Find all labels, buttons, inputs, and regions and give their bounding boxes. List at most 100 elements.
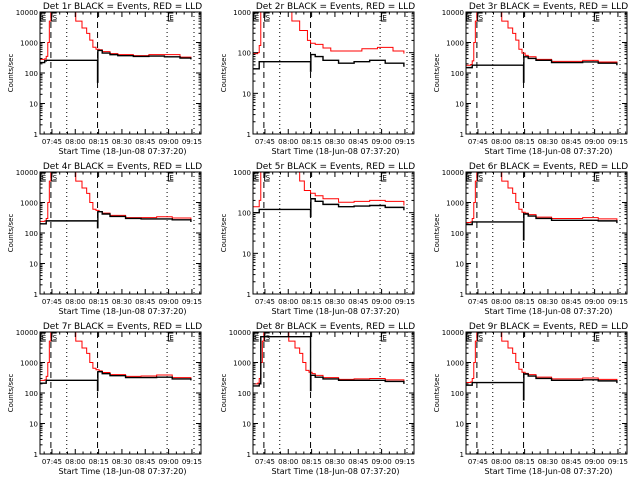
flag-marker: E — [167, 332, 174, 342]
flag-label: E — [169, 174, 173, 182]
y-tick-label: 10 — [29, 101, 38, 109]
series-line-events — [466, 213, 618, 241]
x-tick-label: 08:30 — [325, 298, 345, 306]
x-tick-label: 09:00 — [159, 138, 179, 146]
flag-marker: S — [477, 172, 484, 182]
x-tick-label: 07:45 — [42, 298, 62, 306]
x-tick-label: 08:45 — [135, 138, 155, 146]
x-tick-label: 08:30 — [538, 458, 558, 466]
chart-title: Det 2r BLACK = Events, RED = LLD — [256, 2, 415, 12]
x-tick-label: 07:45 — [42, 458, 62, 466]
series-line-lld — [466, 11, 618, 66]
series-line-events — [253, 336, 405, 392]
flag-marker: S — [51, 12, 58, 22]
y-tick-label: 10000 — [16, 169, 38, 177]
flag-label: S — [479, 174, 484, 182]
series-line-events — [466, 373, 618, 401]
series-line-lld — [40, 331, 192, 381]
detector-panel: Det 6r BLACK = Events, RED = LLD E S E 1 10 10… — [426, 160, 639, 320]
series-line-lld — [253, 171, 405, 208]
y-axis-label: Counts/sec — [220, 54, 228, 93]
flag-label: S — [266, 334, 271, 342]
x-tick-label: 09:15 — [395, 458, 415, 466]
x-tick-label: 09:15 — [182, 138, 202, 146]
chart-title: Det 4r BLACK = Events, RED = LLD — [43, 162, 202, 172]
flag-label: E — [42, 334, 46, 342]
y-tick-label: 1 — [460, 291, 464, 299]
plot-frame — [252, 171, 415, 295]
y-tick-label: 1 — [247, 131, 251, 139]
flag-label: E — [255, 334, 259, 342]
flag-marker: S — [264, 12, 271, 22]
flag-label: E — [169, 334, 173, 342]
flag-marker: E — [40, 12, 46, 22]
x-tick-label: 08:15 — [89, 138, 109, 146]
x-tick-label: 08:45 — [561, 458, 581, 466]
flag-label: E — [42, 174, 46, 182]
y-tick-label: 10000 — [16, 329, 38, 337]
y-tick-label: 100 — [238, 210, 251, 218]
y-tick-label: 100 — [238, 390, 251, 398]
x-tick-label: 08:30 — [112, 138, 132, 146]
x-tick-label: 07:45 — [468, 138, 488, 146]
x-tick-label: 08:15 — [515, 298, 535, 306]
x-tick-label: 08:30 — [112, 298, 132, 306]
x-tick-label: 08:15 — [302, 298, 322, 306]
y-axis-label: Counts/sec — [220, 214, 228, 253]
series-line-events — [40, 49, 192, 83]
x-axis-label: Start Time (18-Jun-08 07:37:20) — [485, 467, 613, 476]
flag-label: E — [382, 14, 386, 22]
flag-label: S — [479, 334, 484, 342]
y-tick-label: 10000 — [442, 329, 464, 337]
series-line-events — [253, 198, 405, 218]
x-tick-label: 08:15 — [515, 138, 535, 146]
x-tick-label: 08:30 — [325, 138, 345, 146]
flag-marker: E — [253, 12, 259, 22]
detector-panel: Det 8r BLACK = Events, RED = LLD E S E 1 10 10… — [213, 320, 426, 480]
flag-marker: E — [380, 172, 387, 182]
flag-marker: E — [466, 332, 472, 342]
x-tick-label: 07:45 — [42, 138, 62, 146]
y-tick-label: 1000 — [446, 40, 464, 48]
y-tick-label: 1000 — [20, 40, 38, 48]
x-tick-label: 08:15 — [302, 138, 322, 146]
x-tick-label: 09:00 — [159, 458, 179, 466]
x-tick-label: 08:45 — [561, 138, 581, 146]
y-tick-label: 100 — [451, 390, 464, 398]
y-tick-label: 1 — [34, 131, 38, 139]
x-tick-label: 09:00 — [585, 458, 605, 466]
x-tick-label: 08:00 — [491, 138, 511, 146]
x-tick-label: 09:15 — [395, 298, 415, 306]
flag-marker: E — [593, 172, 600, 182]
chart-title: Det 1r BLACK = Events, RED = LLD — [43, 2, 202, 12]
series-line-lld — [40, 171, 192, 222]
series-line-events — [40, 210, 192, 229]
y-tick-label: 1000 — [20, 200, 38, 208]
x-axis-label: Start Time (18-Jun-08 07:37:20) — [272, 307, 400, 316]
series-line-events — [466, 56, 618, 83]
x-tick-label: 09:00 — [585, 138, 605, 146]
y-tick-label: 10 — [242, 250, 251, 258]
flag-label: E — [468, 14, 472, 22]
flag-label: E — [595, 334, 599, 342]
flag-marker: S — [51, 172, 58, 182]
y-tick-label: 100 — [25, 390, 38, 398]
x-tick-label: 08:00 — [278, 138, 298, 146]
x-tick-label: 08:00 — [491, 458, 511, 466]
x-tick-label: 09:00 — [372, 138, 392, 146]
flag-marker: E — [40, 332, 46, 342]
detector-panel: Det 5r BLACK = Events, RED = LLD E S E 1 10 10… — [213, 160, 426, 320]
flag-label: S — [53, 14, 58, 22]
x-tick-label: 09:15 — [182, 298, 202, 306]
x-tick-label: 08:00 — [278, 458, 298, 466]
y-tick-label: 1000 — [233, 9, 251, 17]
x-tick-label: 09:15 — [608, 138, 628, 146]
y-tick-label: 1 — [247, 291, 251, 299]
flag-marker: S — [477, 332, 484, 342]
y-axis-label: Counts/sec — [7, 374, 15, 413]
